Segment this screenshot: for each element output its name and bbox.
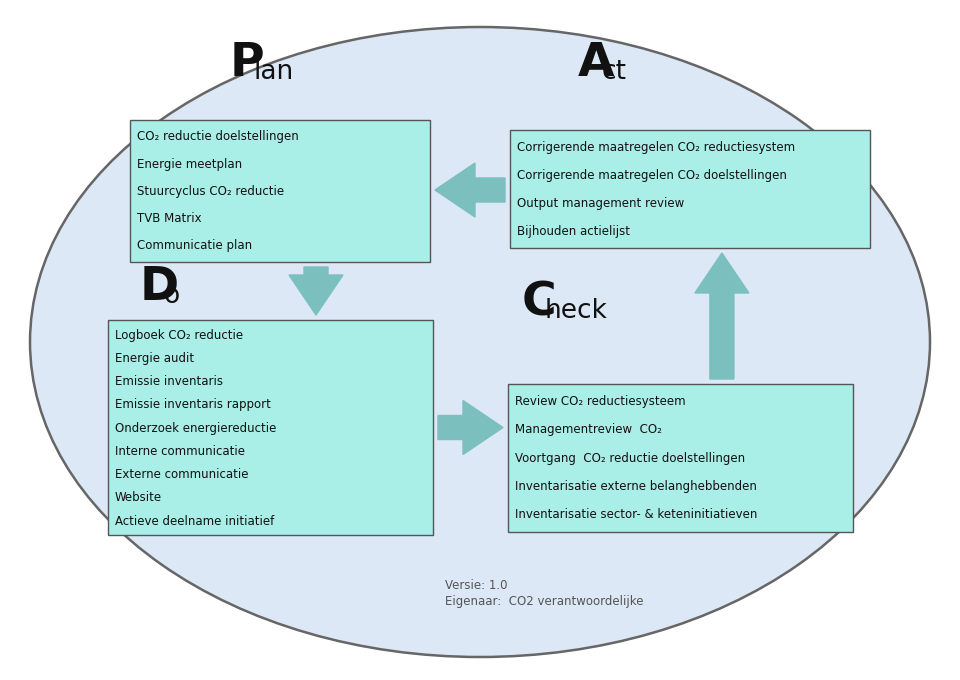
Text: Bijhouden actielijst: Bijhouden actielijst [517,224,630,238]
Text: TVB Matrix: TVB Matrix [137,212,202,225]
FancyArrow shape [289,267,343,315]
Text: D: D [140,265,180,310]
Text: Eigenaar:  CO2 verantwoordelijke: Eigenaar: CO2 verantwoordelijke [445,595,643,608]
Text: Onderzoek energiereductie: Onderzoek energiereductie [115,422,276,435]
Text: Voortgang  CO₂ reductie doelstellingen: Voortgang CO₂ reductie doelstellingen [515,452,745,464]
Text: Review CO₂ reductiesysteem: Review CO₂ reductiesysteem [515,395,685,408]
Text: A: A [578,41,614,86]
Text: CO₂ reductie doelstellingen: CO₂ reductie doelstellingen [137,131,299,143]
FancyArrow shape [435,163,505,217]
Bar [508,384,853,532]
Bar [130,120,430,262]
Text: ct: ct [601,58,626,85]
Text: Interne communicatie: Interne communicatie [115,445,245,458]
Text: Externe communicatie: Externe communicatie [115,468,249,481]
Text: Corrigerende maatregelen CO₂ reductiesystem: Corrigerende maatregelen CO₂ reductiesys… [517,141,795,154]
Text: Managementreview  CO₂: Managementreview CO₂ [515,423,661,437]
Text: o: o [163,283,180,309]
Text: Actieve deelname initiatief: Actieve deelname initiatief [115,515,275,528]
Text: P: P [230,41,265,86]
Text: Emissie inventaris rapport: Emissie inventaris rapport [115,398,271,411]
Text: Logboek CO₂ reductie: Logboek CO₂ reductie [115,329,243,342]
Bar [510,130,870,248]
Text: Inventarisatie sector- & keteninitiatieven: Inventarisatie sector- & keteninitiatiev… [515,509,757,522]
Text: Output management review: Output management review [517,197,684,209]
Text: lan: lan [253,58,294,85]
FancyArrow shape [438,401,503,454]
Text: Energie audit: Energie audit [115,352,194,365]
Text: Website: Website [115,492,162,505]
Text: C: C [522,280,557,325]
Bar [108,320,433,535]
Text: Inventarisatie externe belanghebbenden: Inventarisatie externe belanghebbenden [515,480,756,493]
Text: Corrigerende maatregelen CO₂ doelstellingen: Corrigerende maatregelen CO₂ doelstellin… [517,169,787,182]
Text: Versie: 1.0: Versie: 1.0 [445,579,508,592]
FancyArrow shape [695,253,749,379]
Text: Energie meetplan: Energie meetplan [137,158,242,171]
Text: heck: heck [545,298,608,324]
Ellipse shape [30,27,930,657]
Text: Stuurcyclus CO₂ reductie: Stuurcyclus CO₂ reductie [137,185,284,198]
Text: Emissie inventaris: Emissie inventaris [115,375,223,388]
Text: Communicatie plan: Communicatie plan [137,239,252,252]
